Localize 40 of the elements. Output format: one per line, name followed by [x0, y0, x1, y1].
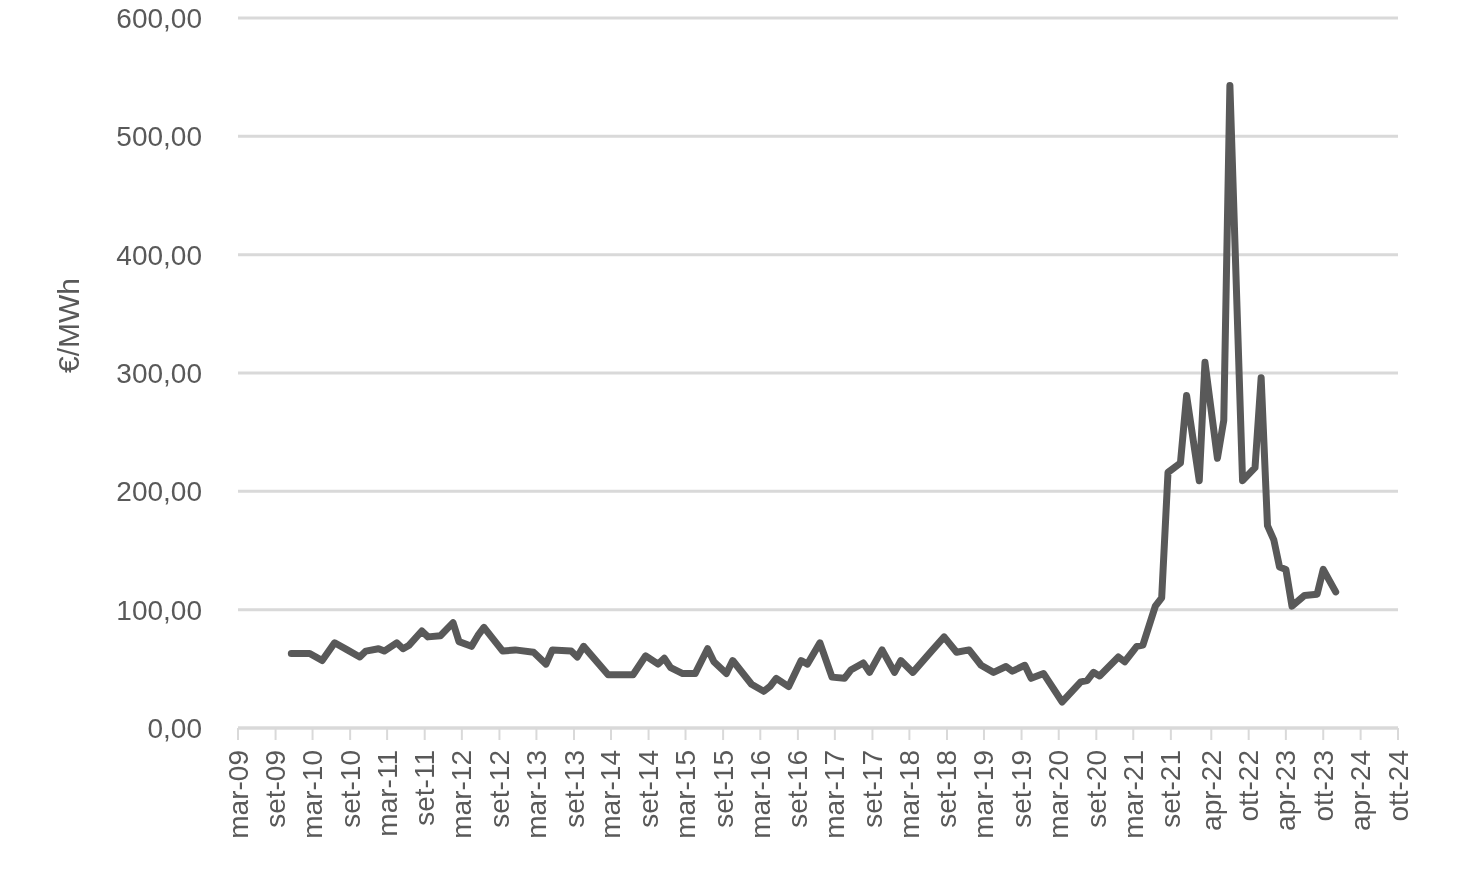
x-tick-label: mar-18	[893, 750, 925, 839]
x-tick-label: mar-21	[1117, 750, 1149, 839]
x-tick-label: set-10	[334, 750, 366, 828]
x-tick-label: set-20	[1080, 750, 1112, 828]
x-tick-label: mar-19	[968, 750, 1000, 839]
x-tick-label: mar-09	[222, 750, 254, 839]
x-tick-label: mar-10	[297, 750, 329, 839]
x-tick-label: ott-24	[1382, 750, 1414, 822]
x-tick-label: apr-22	[1195, 750, 1227, 831]
y-axis-title: €/MWh	[51, 277, 85, 373]
x-tick-label: set-16	[782, 750, 814, 828]
x-tick-label: set-09	[260, 750, 292, 828]
y-tick-label: 300,00	[116, 357, 202, 389]
x-tick-label: ott-23	[1307, 750, 1339, 822]
x-tick-label: mar-16	[744, 750, 776, 839]
x-tick-label: set-14	[633, 750, 665, 828]
y-tick-label: 200,00	[116, 476, 202, 508]
x-tick-label: apr-24	[1345, 750, 1377, 831]
x-tick-label: mar-14	[595, 750, 627, 839]
x-tick-label: ott-22	[1233, 750, 1265, 822]
y-tick-label: 0,00	[147, 712, 202, 744]
x-tick-label: mar-20	[1043, 750, 1075, 839]
y-tick-label: 600,00	[116, 2, 202, 34]
y-tick-label: 100,00	[116, 594, 202, 626]
x-tick-label: set-11	[409, 750, 441, 826]
x-tick-label: mar-11	[371, 750, 403, 837]
x-tick-label: set-21	[1155, 750, 1187, 828]
y-tick-label: 500,00	[116, 121, 202, 153]
x-tick-label: apr-23	[1270, 750, 1302, 831]
x-tick-label: set-15	[707, 750, 739, 828]
x-tick-label: set-13	[558, 750, 590, 828]
x-tick-label: set-19	[1006, 750, 1038, 828]
x-tick-label: mar-15	[670, 750, 702, 839]
x-tick-label: mar-12	[446, 750, 478, 839]
y-tick-label: 400,00	[116, 239, 202, 271]
x-tick-label: set-12	[483, 750, 515, 828]
x-tick-label: set-18	[931, 750, 963, 828]
x-tick-label: mar-17	[819, 750, 851, 839]
x-tick-label: mar-13	[520, 750, 552, 839]
x-tick-label: set-17	[856, 750, 888, 828]
